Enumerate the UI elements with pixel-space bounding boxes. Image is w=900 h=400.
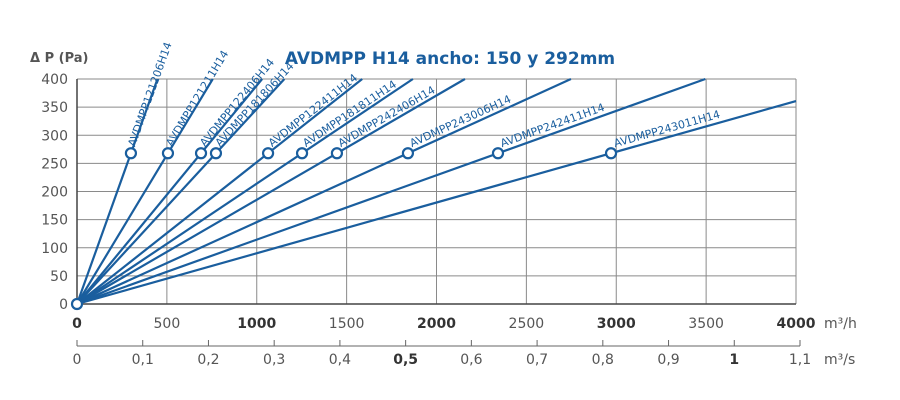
- x2-tick-label: 1,1: [789, 352, 811, 368]
- series-point: [261, 147, 275, 160]
- y-tick-label: 200: [41, 185, 68, 201]
- series-line: [76, 77, 572, 306]
- y-axis-label: Δ P (Pa): [30, 51, 88, 66]
- series-point: [491, 147, 505, 160]
- x2-tick-label: 0: [73, 352, 82, 368]
- x-tick-label: 2000: [417, 316, 456, 332]
- x-tick-label: 1500: [329, 316, 365, 332]
- series-line: [76, 78, 466, 305]
- series-line: [76, 78, 414, 305]
- x-tick-label: 1000: [237, 316, 276, 332]
- y-tick-label: 0: [59, 297, 68, 313]
- y-tick-label: 300: [41, 128, 68, 144]
- x-tick-label: 4000: [777, 316, 816, 332]
- x2-tick-label: 0,7: [526, 352, 548, 368]
- y-tick-label: 350: [41, 100, 68, 116]
- x-tick-label: 3000: [597, 316, 636, 332]
- y-tick-label: 100: [41, 241, 68, 257]
- series-point: [161, 147, 175, 160]
- series-label: AVDMPP242411H14: [499, 101, 607, 150]
- x-tick-label: 0: [72, 316, 82, 332]
- x2-tick-label: 0,5: [393, 352, 418, 368]
- series-point: [401, 147, 415, 160]
- x-tick-label: 500: [154, 316, 181, 332]
- y-tick-label: 50: [50, 269, 68, 285]
- series-line: [76, 78, 363, 305]
- x2-tick-label: 0,4: [329, 352, 351, 368]
- x2-tick-label: 0,2: [197, 352, 219, 368]
- y-tick-label: 150: [41, 213, 68, 229]
- series-point: [330, 147, 344, 160]
- series-point: [295, 147, 309, 160]
- x2-tick-label: 0,9: [657, 352, 679, 368]
- x-axis-label: m³/h: [824, 316, 857, 332]
- x2-tick-label: 0,6: [460, 352, 482, 368]
- series-line: [76, 99, 797, 306]
- y-tick-label: 250: [41, 156, 68, 172]
- x2-tick-label: 1: [729, 352, 739, 368]
- origin-point: [70, 297, 84, 311]
- x-tick-label: 3500: [688, 316, 724, 332]
- series-point: [209, 147, 223, 160]
- series-line: [76, 78, 286, 305]
- series-point: [124, 147, 138, 160]
- series-point: [604, 147, 618, 160]
- x2-tick-label: 0,1: [132, 352, 154, 368]
- series-line: [75, 78, 159, 305]
- x2-axis-label: m³/s: [824, 352, 855, 368]
- series-label: AVDMPP243011H14: [612, 108, 721, 150]
- x2-tick-label: 0,3: [263, 352, 285, 368]
- y-tick-label: 400: [41, 72, 68, 88]
- x2-tick-label: 0,8: [592, 352, 614, 368]
- x-tick-label: 2500: [509, 316, 545, 332]
- series-line: [76, 78, 263, 305]
- series-line: [76, 77, 706, 306]
- series-line: [76, 78, 214, 305]
- series-point: [194, 147, 208, 160]
- chart-title: AVDMPP H14 ancho: 150 y 292mm: [285, 49, 615, 69]
